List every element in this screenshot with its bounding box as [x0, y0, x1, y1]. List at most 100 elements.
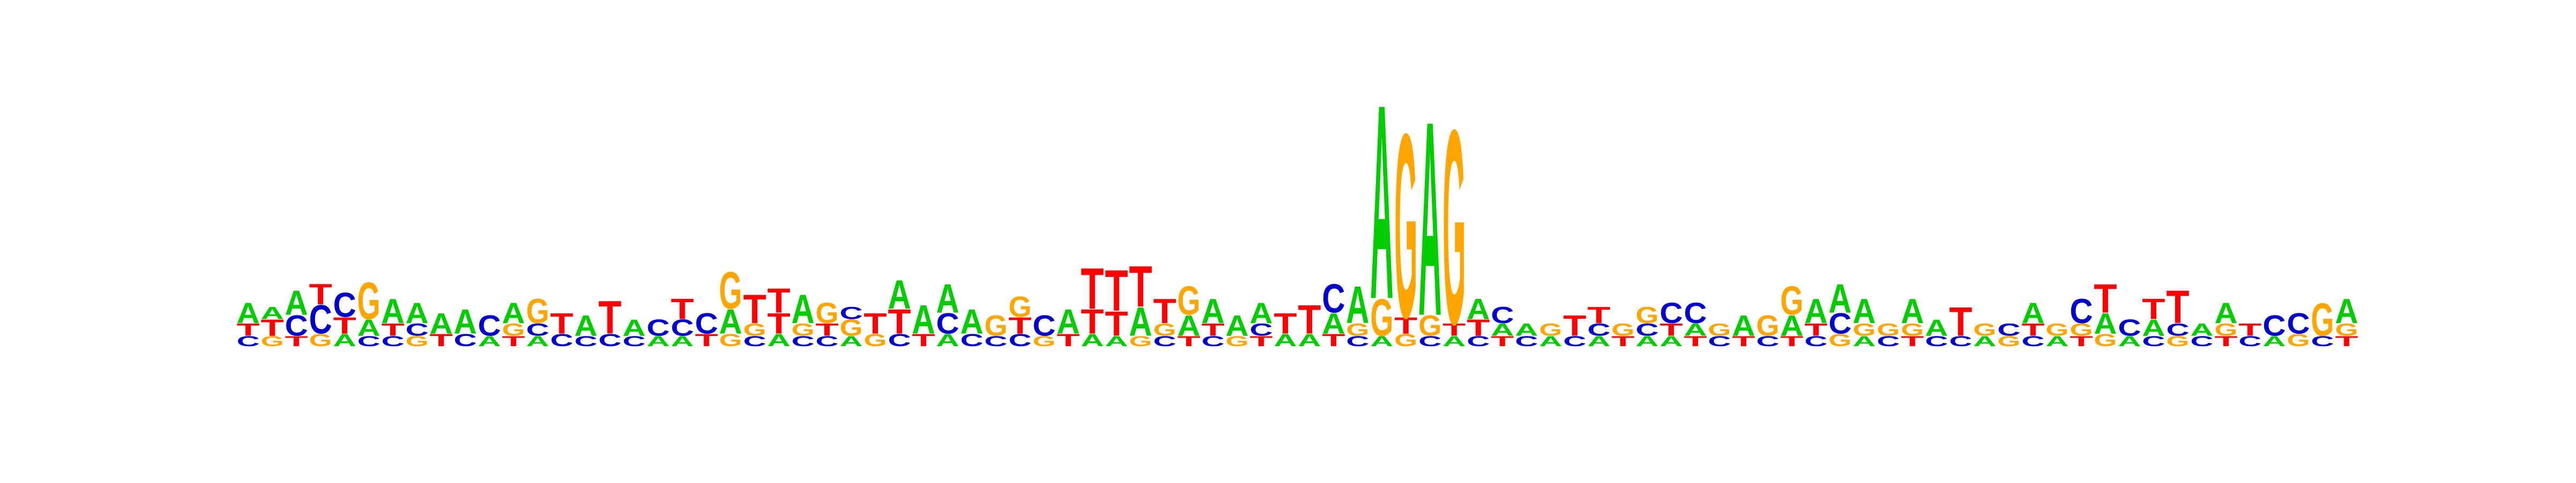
logo-letter-c: C: [623, 333, 646, 349]
logo-letter-c: C: [2118, 315, 2141, 341]
logo-letter-t: T: [309, 279, 332, 311]
logo-letter-g: G: [1973, 320, 1996, 340]
logo-letter-a: A: [406, 297, 429, 330]
logo-letter-c: C: [647, 315, 670, 341]
logo-letter-t: T: [1467, 315, 1490, 341]
logo-letter-c: C: [333, 286, 356, 325]
logo-letter-g: G: [261, 333, 284, 350]
logo-letter-g: G: [2287, 331, 2310, 350]
logo-letter-g: G: [2094, 331, 2117, 350]
logo-letter-t: T: [1105, 258, 1128, 323]
logo-letter-g: G: [2070, 320, 2093, 340]
logo-letter-t: T: [2022, 320, 2045, 340]
logo-letter-g: G: [719, 261, 742, 320]
logo-letter-t: T: [1563, 310, 1586, 342]
logo-letter-a: A: [1226, 310, 1249, 342]
logo-letter-c: C: [598, 331, 621, 350]
logo-letter-t: T: [1491, 333, 1514, 349]
logo-letter-c: C: [309, 297, 332, 343]
logo-letter-g: G: [984, 309, 1007, 342]
logo-letter-t: T: [1274, 308, 1297, 340]
logo-letter-c: C: [2190, 333, 2213, 349]
logo-letter-t: T: [1949, 298, 1972, 345]
logo-letter-t: T: [2070, 333, 2094, 349]
logo-letter-a: A: [2335, 292, 2358, 331]
logo-letter-g: G: [719, 331, 742, 350]
logo-letter-g: G: [792, 320, 815, 340]
logo-letter-a: A: [382, 292, 405, 331]
logo-letter-a: A: [888, 272, 911, 318]
logo-letter-g: G: [357, 272, 380, 331]
logo-letter-c: C: [1804, 333, 1827, 349]
logo-letter-a: A: [502, 297, 525, 330]
logo-letter-t: T: [1177, 333, 1201, 349]
logo-letter-g: G: [839, 314, 862, 341]
logo-letter-g: G: [1153, 320, 1176, 340]
logo-letter-g: G: [2046, 320, 2069, 340]
logo-letter-a: A: [429, 308, 452, 340]
logo-letter-c: C: [1008, 331, 1031, 350]
logo-letter-c: C: [1153, 333, 1176, 349]
logo-letter-c: C: [1660, 297, 1683, 330]
logo-letter-a: A: [1322, 308, 1345, 340]
logo-letter-g: G: [502, 320, 525, 340]
logo-letter-a: A: [1660, 333, 1683, 349]
logo-letter-a: A: [2022, 297, 2045, 330]
logo-letter-a: A: [1081, 331, 1104, 350]
logo-letter-a: A: [526, 333, 549, 349]
logo-letter-g: G: [309, 331, 332, 350]
logo-letter-a: A: [1636, 333, 1659, 349]
logo-letter-t: T: [695, 330, 719, 350]
logo-letter-g: G: [1177, 279, 1201, 324]
logo-letter-g: G: [1877, 320, 1900, 340]
logo-letter-g: G: [1129, 333, 1152, 350]
logo-letter-a: A: [647, 333, 670, 349]
logo-letter-g: G: [1708, 320, 1731, 340]
logo-letter-c: C: [960, 331, 983, 350]
logo-letter-g: G: [1756, 309, 1779, 342]
logo-letter-c: C: [478, 310, 501, 342]
logo-letter-t: T: [261, 315, 284, 341]
logo-letter-g: G: [1539, 320, 1562, 340]
logo-letter-c: C: [1322, 276, 1345, 322]
logo-letter-t: T: [502, 333, 525, 349]
logo-letter-g: G: [863, 331, 887, 350]
logo-letter-g: G: [1008, 290, 1031, 323]
logo-letter-c: C: [550, 331, 573, 350]
logo-letter-a: A: [357, 315, 380, 341]
logo-letter-a: A: [1539, 333, 1562, 349]
logo-letter-g: G: [1394, 331, 1417, 350]
logo-letter-a: A: [792, 286, 815, 332]
logo-letter-a: A: [1202, 292, 1225, 331]
logo-letter-g: G: [1780, 279, 1803, 324]
logo-letter-t: T: [382, 320, 405, 340]
logo-letter-g: G: [1443, 72, 1466, 382]
logo-letter-c: C: [1563, 333, 1586, 349]
logo-letter-t: T: [2166, 281, 2189, 333]
logo-letter-a: A: [478, 333, 501, 349]
logo-letter-c: C: [1346, 333, 1369, 349]
logo-letter-a: A: [1491, 320, 1514, 340]
logo-letter-c: C: [695, 308, 718, 340]
logo-letter-t: T: [1081, 302, 1104, 341]
logo-letter-t: T: [1732, 333, 1755, 349]
logo-letter-t: T: [429, 330, 453, 350]
logo-letter-t: T: [1322, 330, 1345, 350]
logo-letter-g: G: [816, 297, 839, 330]
logo-letter-c: C: [574, 333, 597, 349]
logo-letter-a: A: [2046, 333, 2069, 349]
logo-letter-t: T: [888, 302, 911, 341]
logo-letter-g: G: [526, 291, 549, 331]
logo-letter-a: A: [1250, 297, 1273, 330]
logo-letter-a: A: [1828, 276, 1851, 322]
logo-letter-t: T: [1250, 333, 1274, 349]
logo-letter-t: T: [767, 281, 791, 320]
logo-letter-g: G: [1418, 309, 1441, 342]
logo-letter-a: A: [960, 302, 983, 341]
logo-letter-c: C: [1250, 320, 1273, 340]
logo-letter-g: G: [1828, 331, 1851, 350]
logo-letter-c: C: [2311, 333, 2334, 349]
logo-letter-a: A: [1973, 333, 1996, 349]
logo-letter-g: G: [1346, 320, 1369, 340]
logo-letter-t: T: [863, 308, 887, 340]
